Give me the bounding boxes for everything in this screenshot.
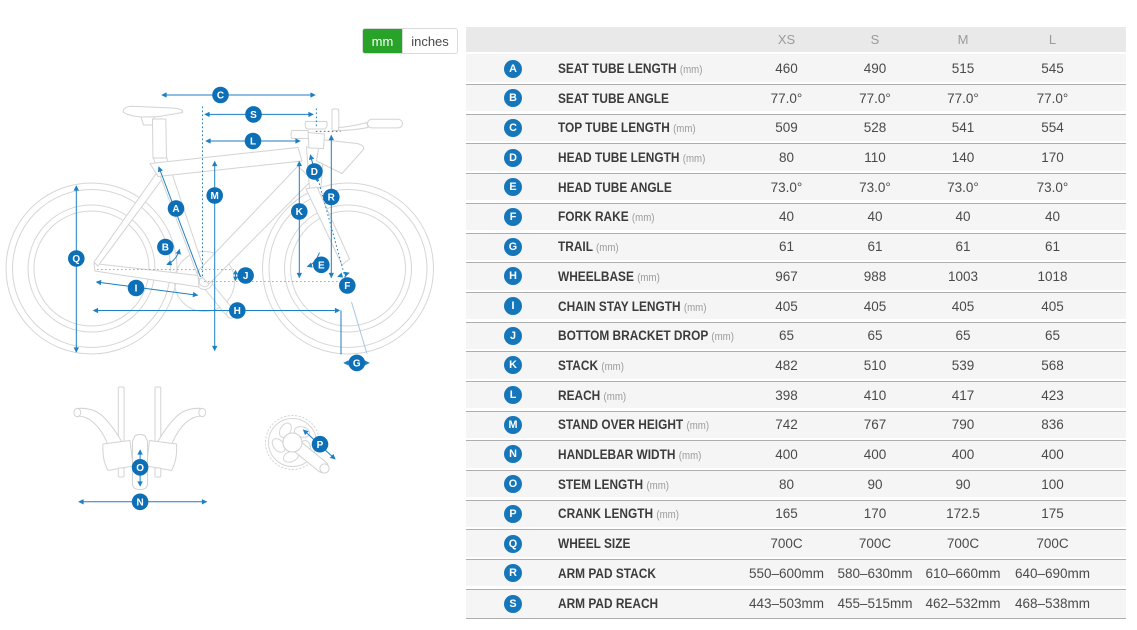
svg-text:A: A (172, 204, 179, 215)
svg-text:J: J (243, 271, 249, 282)
svg-text:D: D (311, 167, 318, 178)
svg-text:M: M (211, 191, 219, 202)
svg-text:O: O (136, 463, 144, 474)
svg-text:R: R (328, 193, 336, 204)
svg-text:E: E (318, 261, 325, 272)
svg-text:H: H (234, 306, 241, 317)
svg-text:K: K (296, 207, 304, 218)
svg-text:Q: Q (72, 254, 80, 265)
svg-text:F: F (344, 281, 350, 292)
svg-text:L: L (250, 137, 256, 148)
svg-text:N: N (136, 498, 143, 509)
svg-text:B: B (162, 243, 169, 254)
svg-text:S: S (250, 110, 257, 121)
svg-text:C: C (217, 91, 224, 102)
svg-text:P: P (317, 440, 324, 451)
svg-text:G: G (353, 359, 361, 370)
svg-text:I: I (135, 284, 138, 295)
